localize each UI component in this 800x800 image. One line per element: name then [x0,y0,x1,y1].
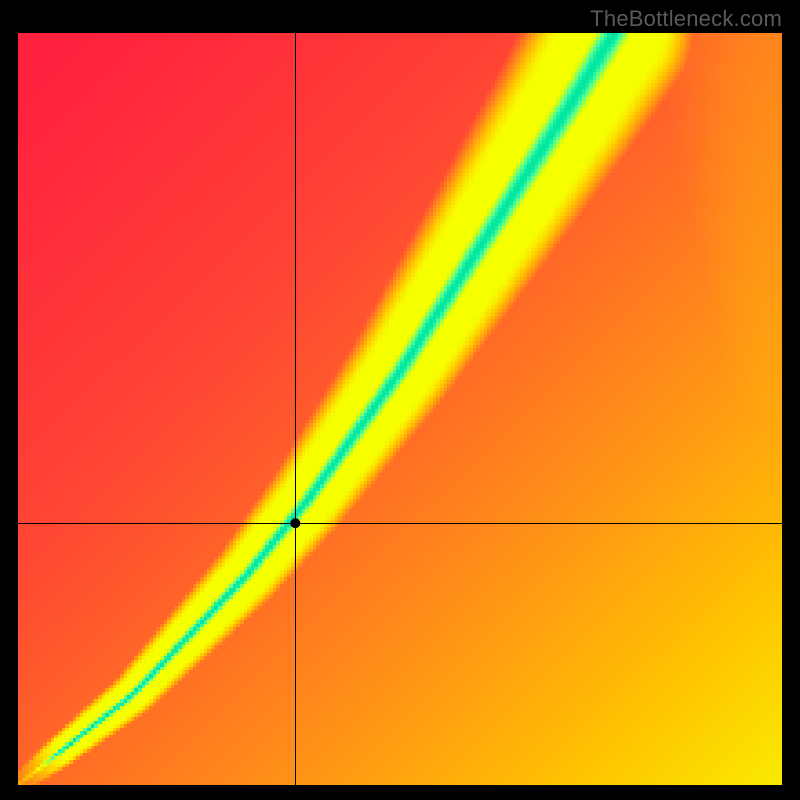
crosshair-overlay [18,33,782,785]
chart-container: TheBottleneck.com [0,0,800,800]
watermark-text: TheBottleneck.com [590,6,782,32]
